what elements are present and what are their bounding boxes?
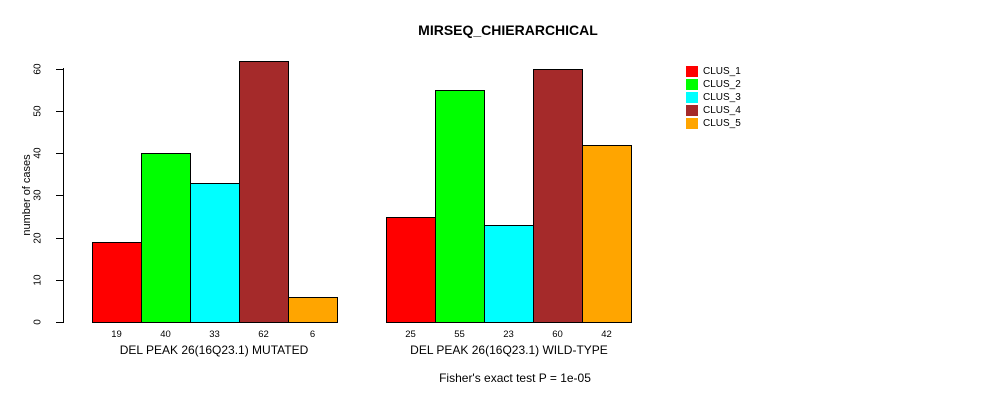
y-tick-label: 60 [32,63,44,75]
legend-label: CLUS_3 [703,92,741,103]
legend-label: CLUS_5 [703,118,741,129]
legend-label: CLUS_1 [703,66,741,77]
chart-title: MIRSEQ_CHIERARCHICAL [418,22,598,38]
y-tick [56,238,63,239]
bar-value-label: 23 [503,329,514,340]
bar-clus_5 [288,297,338,323]
group-label-wildtype: DEL PEAK 26(16Q23.1) WILD-TYPE [410,343,608,357]
bar-clus_2 [141,153,191,323]
bar-value-label: 6 [309,329,316,340]
bar-value-label: 40 [160,329,171,340]
legend-item: CLUS_4 [686,105,741,116]
bar-value-label: 60 [552,329,563,340]
legend-item: CLUS_3 [686,92,741,103]
legend-swatch-clus_4 [686,105,698,116]
y-tick-label: 30 [32,189,44,201]
legend-item: CLUS_2 [686,79,741,90]
y-tick-label: 50 [32,105,44,117]
bar-clus_2 [435,90,485,323]
bar-clus_1 [92,242,142,323]
legend-label: CLUS_2 [703,79,741,90]
y-tick [56,195,63,196]
fisher-test-annotation: Fisher's exact test P = 1e-05 [439,371,591,385]
y-axis-label: number of cases [21,154,33,236]
y-tick [56,111,63,112]
legend-label: CLUS_4 [703,105,741,116]
bar-value-label: 33 [209,329,220,340]
bar-clus_4 [533,69,583,323]
bar-clus_5 [582,145,632,323]
bar-value-label: 25 [405,329,416,340]
legend: CLUS_1 CLUS_2 CLUS_3 CLUS_4 CLUS_5 [686,66,741,129]
legend-swatch-clus_5 [686,118,698,129]
y-tick [56,69,63,70]
y-axis-line [63,68,64,323]
y-tick [56,280,63,281]
bar-clus_4 [239,61,289,323]
bar-value-label: 19 [111,329,122,340]
bar-value-label: 42 [601,329,612,340]
legend-item: CLUS_5 [686,118,741,129]
y-tick [56,153,63,154]
bar-clus_3 [484,225,534,323]
bar-clus_3 [190,183,240,323]
y-tick [56,322,63,323]
legend-swatch-clus_2 [686,79,698,90]
legend-swatch-clus_1 [686,66,698,77]
y-tick-label: 0 [32,319,44,325]
bar-clus_1 [386,217,436,323]
y-tick-label: 10 [32,274,44,286]
legend-item: CLUS_1 [686,66,741,77]
group-label-mutated: DEL PEAK 26(16Q23.1) MUTATED [119,343,309,357]
bar-value-label: 62 [258,329,269,340]
y-tick-label: 20 [32,232,44,244]
legend-swatch-clus_3 [686,92,698,103]
bar-value-label: 55 [454,329,465,340]
y-tick-label: 40 [32,147,44,159]
